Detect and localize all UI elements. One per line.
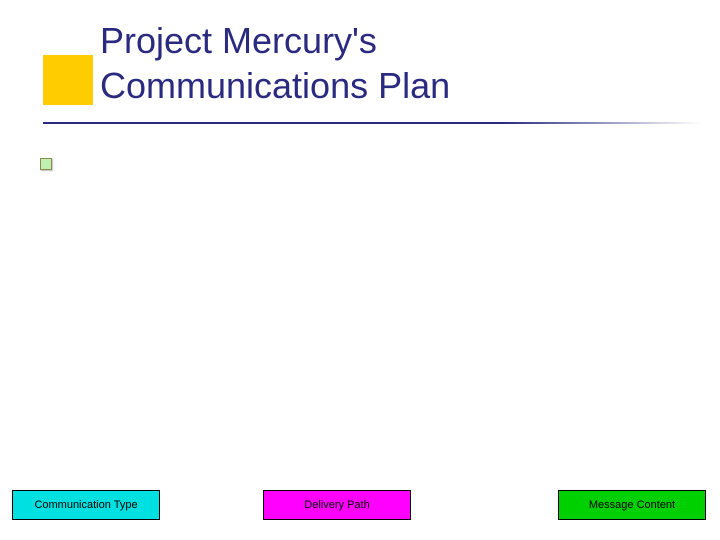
bullet-square-icon (40, 158, 52, 170)
legend-delivery-path: Delivery Path (263, 490, 411, 520)
title-accent-square (43, 55, 93, 105)
legend-label: Communication Type (34, 499, 137, 511)
title-line-2: Communications Plan (100, 63, 450, 108)
legend-communication-type: Communication Type (12, 490, 160, 520)
legend-label: Delivery Path (304, 499, 369, 511)
title-line-1: Project Mercury's (100, 18, 450, 63)
title-underline (43, 122, 700, 124)
slide-title: Project Mercury's Communications Plan (100, 18, 450, 108)
legend-label: Message Content (589, 499, 675, 511)
legend-message-content: Message Content (558, 490, 706, 520)
